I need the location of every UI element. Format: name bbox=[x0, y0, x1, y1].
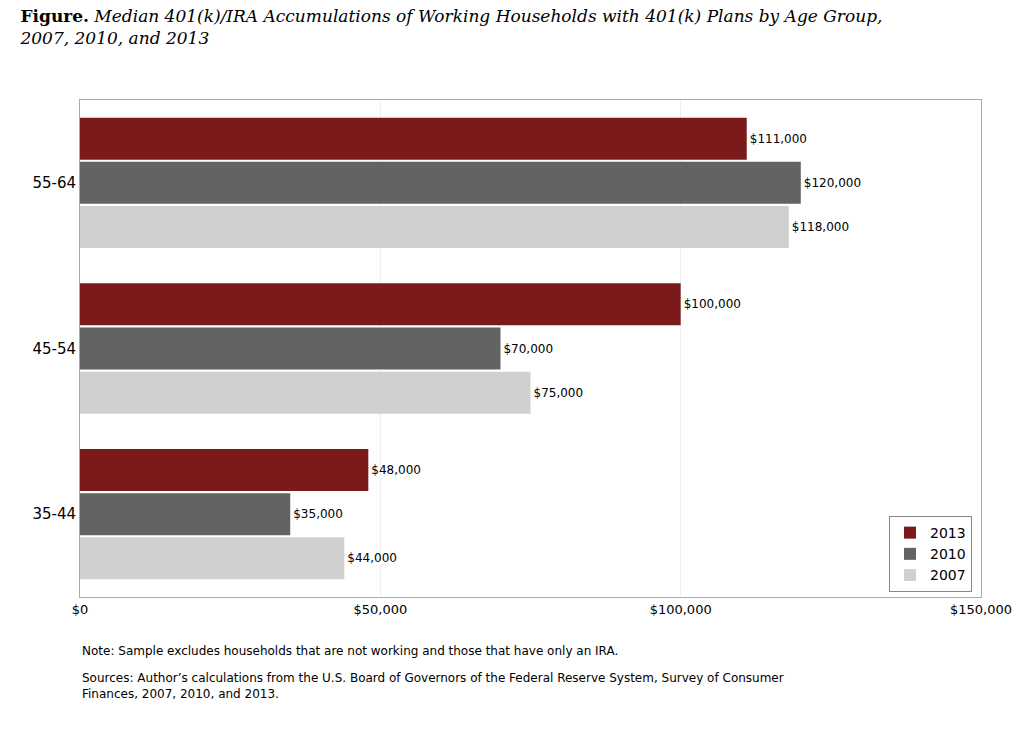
svg-text:$100,000: $100,000 bbox=[650, 602, 712, 617]
svg-text:$50,000: $50,000 bbox=[353, 602, 407, 617]
svg-text:Figure. Median 401(k)/IRA Accu: Figure. Median 401(k)/IRA Accumulations … bbox=[19, 6, 882, 48]
svg-text:2007: 2007 bbox=[930, 567, 966, 583]
svg-text:$35,000: $35,000 bbox=[293, 507, 343, 521]
svg-text:Note: Sample excludes househol: Note: Sample excludes households that ar… bbox=[82, 644, 618, 658]
svg-text:$70,000: $70,000 bbox=[503, 342, 553, 356]
svg-text:$44,000: $44,000 bbox=[347, 551, 397, 565]
svg-text:$0: $0 bbox=[72, 602, 89, 617]
svg-text:$111,000: $111,000 bbox=[750, 132, 807, 146]
svg-text:45-54: 45-54 bbox=[32, 340, 76, 358]
svg-text:$120,000: $120,000 bbox=[804, 176, 861, 190]
svg-text:35-44: 35-44 bbox=[32, 505, 76, 523]
svg-text:2010: 2010 bbox=[930, 546, 966, 562]
svg-text:Sources: Author’s calculations: Sources: Author’s calculations from the … bbox=[82, 671, 784, 701]
svg-text:2013: 2013 bbox=[930, 525, 966, 541]
svg-text:55-64: 55-64 bbox=[32, 174, 76, 192]
svg-text:$118,000: $118,000 bbox=[792, 220, 849, 234]
svg-text:$75,000: $75,000 bbox=[534, 386, 584, 400]
svg-text:$150,000: $150,000 bbox=[950, 602, 1012, 617]
svg-text:$100,000: $100,000 bbox=[684, 297, 741, 311]
svg-text:$48,000: $48,000 bbox=[371, 463, 421, 477]
